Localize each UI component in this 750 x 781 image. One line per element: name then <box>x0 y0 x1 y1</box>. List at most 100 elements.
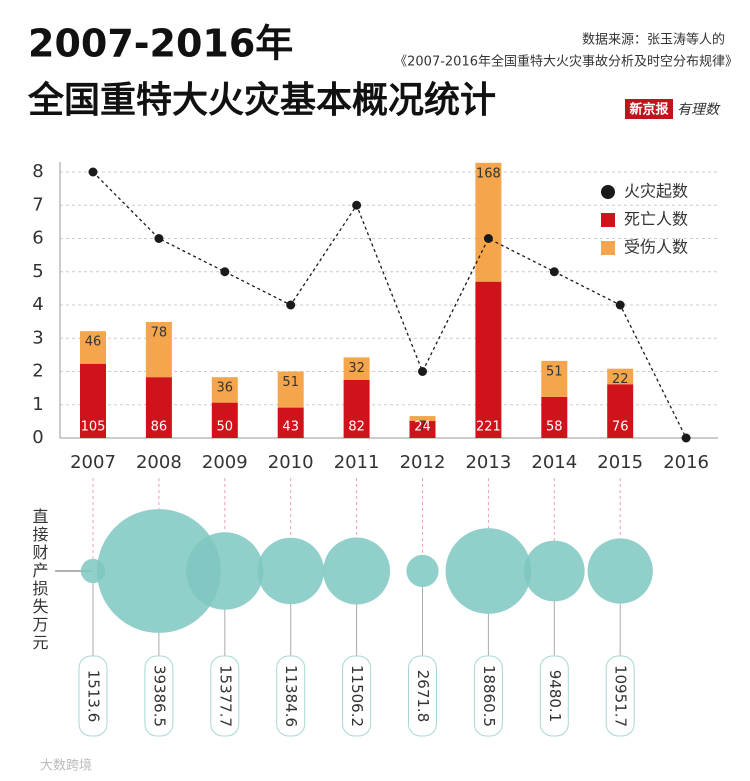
logo: 新京报 <box>629 102 669 118</box>
bubble <box>523 540 585 602</box>
x-tick-label: 2014 <box>531 452 577 473</box>
x-tick-label: 2011 <box>334 452 380 473</box>
bubble-axis-label: 直接财产损失万元 <box>30 508 49 652</box>
data-label: 32 <box>348 361 365 376</box>
title: 全国重特大火灾基本概况统计 <box>27 79 496 121</box>
fire-dot <box>154 234 164 243</box>
bar-injured <box>343 357 370 380</box>
x-tick-label: 2010 <box>268 452 314 473</box>
fire-dot <box>615 300 625 310</box>
data-label: 50 <box>217 420 234 435</box>
value-label: 10951.7 <box>612 665 630 727</box>
legend-label: 火灾起数 <box>624 182 688 201</box>
bubble <box>406 554 439 588</box>
data-label: 24 <box>414 420 431 435</box>
value-box <box>408 655 437 737</box>
y-tick-label: 2 <box>32 361 43 382</box>
data-label: 221 <box>476 420 501 435</box>
data-label: 22 <box>612 372 629 387</box>
value-label: 39386.5 <box>150 665 168 727</box>
x-tick-label: 2009 <box>202 452 248 473</box>
bubble <box>257 537 324 605</box>
bubble <box>96 509 221 633</box>
bar-death <box>607 384 634 438</box>
data-label: 51 <box>282 375 299 390</box>
value-label: 11384.6 <box>282 665 300 727</box>
bubble <box>323 537 391 605</box>
y-tick-label: 4 <box>32 294 43 315</box>
fire-dot <box>220 267 230 277</box>
bar-injured <box>80 331 106 364</box>
bubble <box>186 532 264 610</box>
data-label: 82 <box>348 420 365 435</box>
value-label: 11506.2 <box>348 665 366 727</box>
value-box <box>276 655 306 737</box>
value-box <box>342 655 372 737</box>
fire-dot <box>549 267 559 277</box>
bar-death <box>475 281 502 438</box>
bar-injured <box>607 368 634 385</box>
legend-dot <box>601 185 615 199</box>
fire-dot <box>483 234 493 243</box>
watermark: 大数跨境 <box>40 759 92 774</box>
y-tick-label: 0 <box>32 427 43 448</box>
y-tick-label: 1 <box>32 394 43 415</box>
data-label: 76 <box>612 420 629 435</box>
bar-injured <box>211 377 238 403</box>
bar-injured <box>145 321 172 378</box>
y-tick-label: 6 <box>32 228 43 249</box>
bar-death <box>80 363 106 438</box>
value-label: 2671.8 <box>414 670 432 723</box>
value-box <box>144 655 174 737</box>
source: 《2007-2016年全国重特大火灾事故分析及时空分布规律》 <box>394 54 738 70</box>
bar-death <box>211 402 238 438</box>
x-tick-label: 2007 <box>70 452 116 473</box>
value-box <box>473 655 503 737</box>
title: 2007-2016年 <box>28 22 293 66</box>
source: 数据来源：张玉涛等人的 <box>582 32 725 48</box>
bar-injured <box>409 416 436 422</box>
data-label: 51 <box>546 364 563 379</box>
x-tick-label: 2013 <box>465 452 511 473</box>
logo: 有理数 <box>677 102 721 118</box>
data-label: 168 <box>476 166 501 181</box>
legend-label: 受伤人数 <box>624 238 688 257</box>
legend-label: 死亡人数 <box>624 210 688 229</box>
bubble <box>587 538 653 604</box>
value-label: 1513.6 <box>85 670 103 723</box>
x-tick-label: 2016 <box>663 452 709 473</box>
data-label: 58 <box>546 420 563 435</box>
value-box <box>605 655 635 737</box>
value-label: 15377.7 <box>216 665 234 727</box>
fire-dot <box>88 167 98 177</box>
bar-death <box>145 377 172 438</box>
value-box <box>78 655 108 737</box>
logo-box <box>625 99 673 119</box>
bar-injured <box>541 360 568 397</box>
data-label: 36 <box>217 381 234 396</box>
y-tick-label: 8 <box>32 161 43 182</box>
bar-death <box>343 379 370 438</box>
y-tick-label: 7 <box>32 194 43 215</box>
data-label: 7 <box>418 420 426 435</box>
value-box <box>539 655 569 737</box>
fire-dot <box>418 367 427 376</box>
bubble <box>445 528 532 614</box>
legend-swatch <box>601 241 615 255</box>
fire-line <box>92 171 687 439</box>
data-label: 43 <box>282 420 299 435</box>
bar-injured <box>277 371 304 408</box>
x-tick-label: 2015 <box>597 452 643 473</box>
value-box <box>210 655 240 737</box>
data-label: 78 <box>151 325 168 340</box>
data-label: 46 <box>85 335 102 350</box>
x-tick-label: 2012 <box>400 452 446 473</box>
bar-injured <box>475 162 502 282</box>
legend-swatch <box>601 213 615 227</box>
fire-dot <box>681 433 691 443</box>
bar-death <box>541 396 568 438</box>
y-tick-label: 5 <box>32 261 43 282</box>
fire-dot <box>286 300 296 310</box>
bar-death <box>409 421 436 438</box>
